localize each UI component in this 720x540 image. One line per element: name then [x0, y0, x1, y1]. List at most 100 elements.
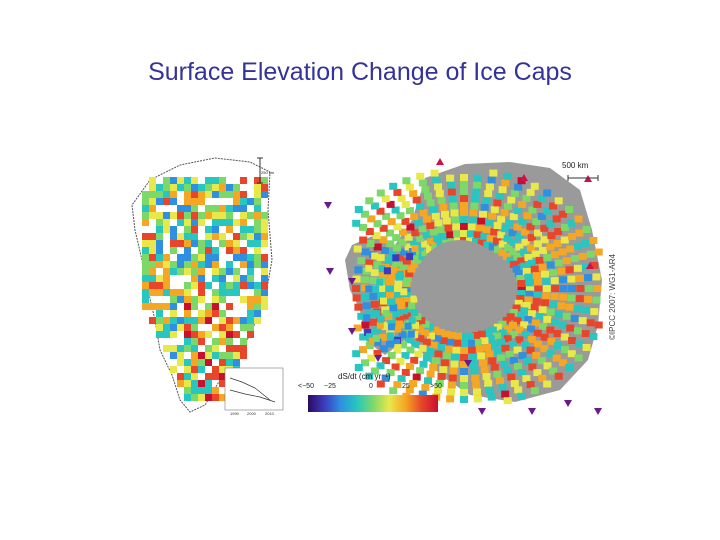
antarctica-cell [530, 265, 539, 273]
antarctica-cell [460, 230, 468, 237]
antarctica-cell [575, 340, 584, 348]
antarctica-cell [505, 350, 514, 358]
inset-x-tick: 2010 [265, 411, 274, 416]
antarctica-cell [488, 212, 497, 220]
greenland-cell [156, 198, 163, 205]
greenland-cell [226, 247, 233, 254]
antarctica-cell [490, 363, 499, 371]
antarctica-cell [403, 275, 412, 282]
antarctica-cell [514, 362, 522, 370]
antarctica-cell [387, 351, 396, 359]
antarctica-cell [398, 331, 407, 339]
antarctica-cell [397, 302, 406, 309]
antarctica-cell [479, 210, 487, 218]
antarctica-cell [493, 323, 502, 331]
antarctica-cell [460, 375, 468, 382]
antarctica-cell [397, 194, 406, 202]
antarctica-cell [417, 317, 426, 325]
antarctica-cell [426, 246, 435, 254]
greenland-cell [198, 338, 205, 345]
antarctica-cell [496, 377, 504, 385]
antarctica-cell [568, 233, 577, 240]
antarctica-cell [473, 231, 482, 239]
antarctica-cell [424, 192, 432, 200]
greenland-cell [219, 394, 226, 401]
antarctica-cell [362, 302, 371, 310]
greenland-cell [156, 289, 163, 296]
antarctica-cell [418, 179, 427, 187]
figure-canvas [131, 157, 603, 415]
antarctica-cell [460, 333, 468, 340]
greenland-elevation-cells [142, 177, 268, 401]
antarctica-cell [388, 250, 397, 258]
antarctica-cell [439, 337, 448, 345]
antarctica-cell [509, 331, 518, 339]
antarctica-cell [411, 245, 419, 252]
greenland-cell [254, 219, 261, 226]
greenland-cell [254, 317, 261, 324]
antarctica-cell [460, 174, 468, 181]
antarctica-cell [526, 223, 535, 231]
antarctica-cell [401, 201, 410, 208]
antarctica-cell [527, 234, 536, 242]
greenland-cell [191, 226, 198, 233]
antarctica-cell [376, 380, 385, 388]
antarctica-cell [484, 190, 493, 198]
antarctica-cell [359, 223, 367, 231]
antarctica-cell [483, 328, 492, 336]
greenland-cell [170, 303, 177, 310]
antarctica-cell [399, 321, 408, 329]
antarctica-cell [437, 373, 446, 380]
greenland-cell [219, 296, 226, 303]
greenland-cell [149, 268, 156, 275]
antarctica-cell [473, 395, 482, 403]
greenland-cell [198, 387, 205, 394]
greenland-cell [198, 212, 205, 219]
greenland-cell [177, 240, 184, 247]
antarctica-cell [533, 369, 542, 377]
colorbar [308, 395, 438, 412]
antarctica-cell [424, 377, 432, 385]
antarctica-cell [480, 366, 489, 374]
antarctica-cell [554, 197, 563, 205]
greenland-cell [247, 296, 254, 303]
antarctica-cell [353, 324, 362, 332]
antarctica-cell [547, 232, 556, 240]
antarctica-cell [513, 346, 522, 354]
greenland-cell [219, 212, 226, 219]
antarctica-cell [403, 295, 412, 302]
pole-hole [415, 240, 505, 330]
greenland-cell [247, 212, 254, 219]
antarctica-cell [480, 203, 489, 211]
antarctica-cell [437, 197, 446, 204]
antarctica-cell [542, 277, 551, 285]
antarctica-cell [372, 285, 380, 293]
antarctica-cell [472, 381, 481, 389]
antarctica-cell [538, 306, 547, 314]
antarctica-cell [507, 373, 516, 381]
antarctica-cell [410, 261, 419, 268]
antarctica-cell [517, 392, 526, 400]
antarctica-cell [381, 247, 389, 254]
antarctica-cell [369, 292, 378, 300]
antarctica-cell [498, 240, 507, 248]
antarctica-cell [505, 219, 514, 227]
greenland-cell [219, 331, 226, 338]
antarctica-cell [522, 268, 531, 275]
greenland-cell [240, 254, 247, 261]
greenland-cell [247, 233, 254, 240]
greenland-cell [149, 317, 156, 324]
antarctica-cell [460, 361, 468, 368]
greenland-cell [261, 275, 268, 282]
greenland-cell [212, 394, 219, 401]
greenland-cell [205, 261, 212, 268]
greenland-cell [170, 352, 177, 359]
antarctica-cell [483, 344, 491, 351]
antarctica-cell [482, 373, 491, 380]
antarctica-cell [352, 350, 361, 358]
antarctica-cell [372, 232, 381, 240]
greenland-cell [261, 303, 268, 310]
antarctica-cell [475, 224, 484, 232]
colorbar-gradient [308, 395, 438, 412]
antarctica-cell [352, 219, 361, 227]
